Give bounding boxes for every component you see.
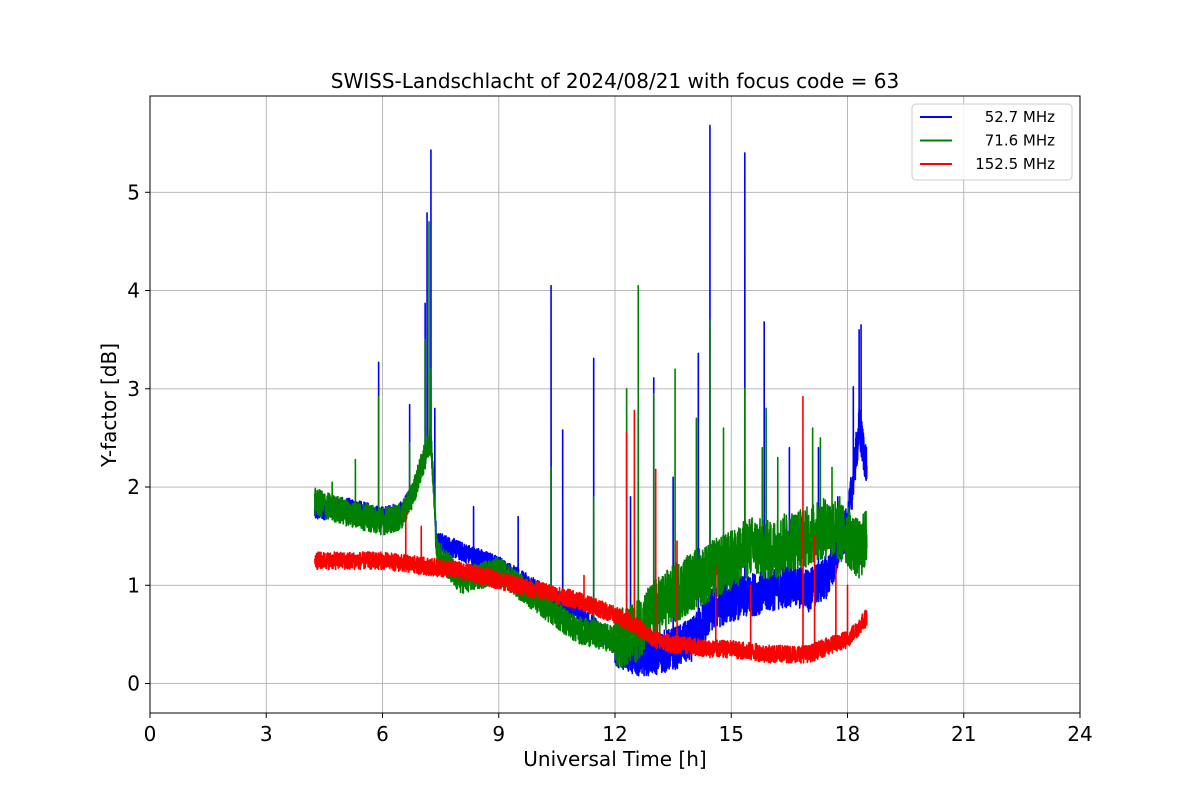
gridlines	[150, 96, 1080, 713]
chart-title: SWISS-Landschlacht of 2024/08/21 with fo…	[331, 69, 899, 93]
x-tick-label: 18	[835, 722, 860, 746]
legend-label: 71.6 MHz	[985, 132, 1055, 150]
y-tick-label: 0	[127, 672, 140, 696]
x-tick-label: 12	[602, 722, 627, 746]
series-line	[313, 395, 868, 664]
y-tick-label: 1	[127, 573, 140, 597]
legend-box	[911, 103, 1073, 181]
y-tick-label: 5	[127, 180, 140, 204]
legend: 52.7 MHz 71.6 MHz 152.5 MHz	[911, 103, 1073, 181]
x-tick-label: 24	[1067, 722, 1092, 746]
y-axis-label: Y-factor [dB]	[97, 343, 121, 468]
y-tick-label: 2	[127, 475, 140, 499]
legend-label: 152.5 MHz	[975, 155, 1055, 173]
x-tick-label: 3	[260, 722, 273, 746]
legend-label: 52.7 MHz	[985, 108, 1055, 126]
x-tick-label: 21	[951, 722, 976, 746]
x-tick-label: 6	[376, 722, 389, 746]
series-lines	[313, 124, 868, 677]
x-axis-label: Universal Time [h]	[523, 747, 706, 771]
y-tick-label: 3	[127, 377, 140, 401]
y-tick-label: 4	[127, 279, 140, 303]
series-line	[313, 220, 868, 669]
x-tick-label: 9	[492, 722, 505, 746]
x-tick-label: 15	[719, 722, 744, 746]
x-tick-label: 0	[144, 722, 157, 746]
